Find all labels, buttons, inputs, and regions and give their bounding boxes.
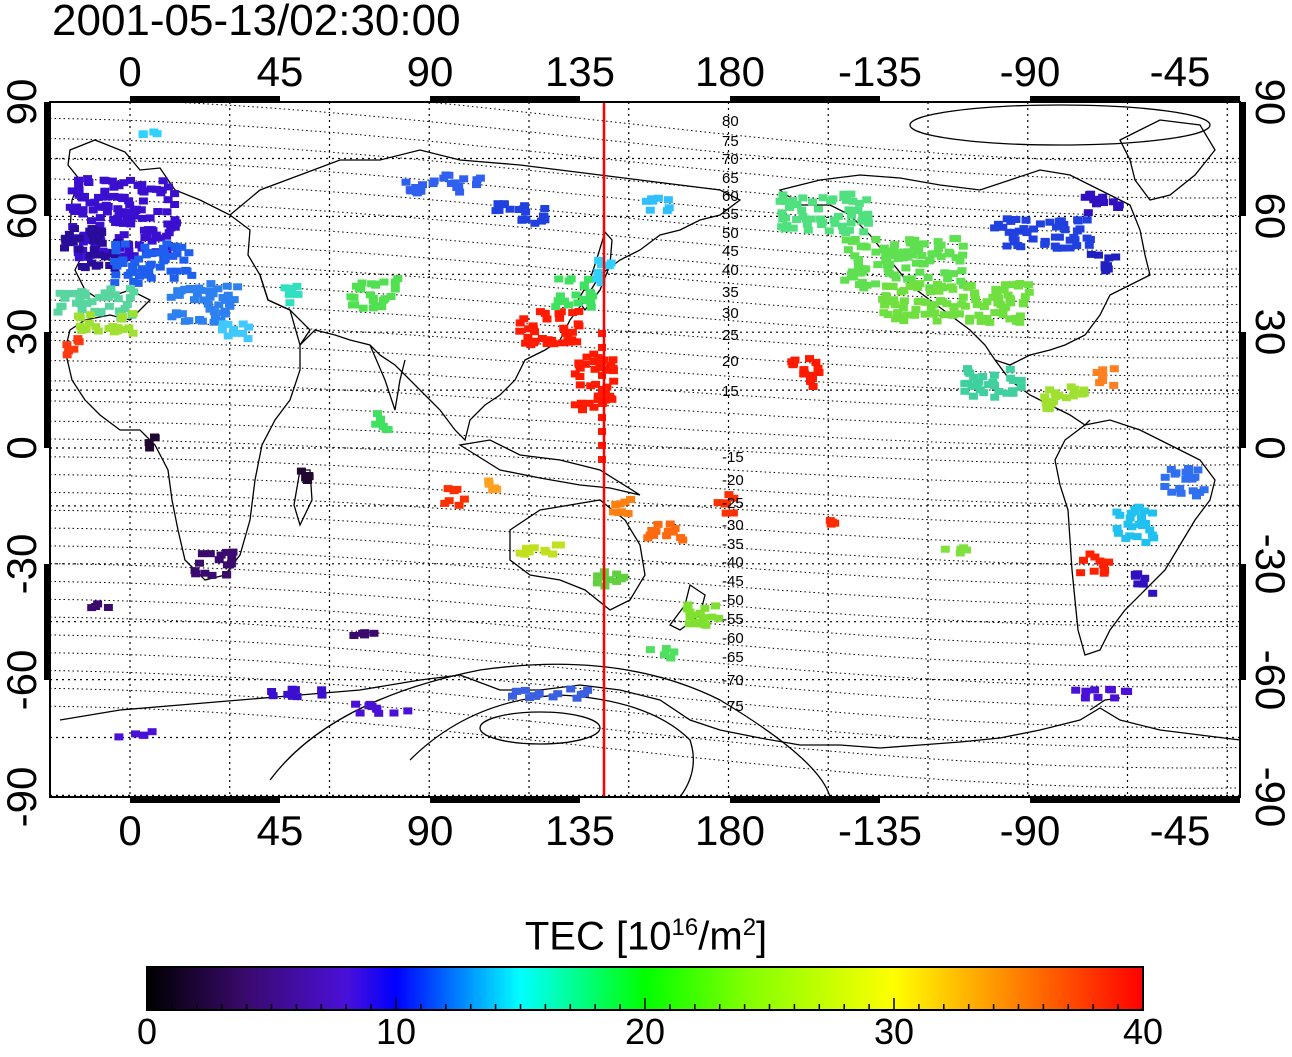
coastline-india: [369, 344, 406, 411]
magnetic-latitude-contours: [50, 102, 1240, 797]
coastline-asia: [229, 149, 742, 442]
top-longitude-tick: 45: [257, 48, 304, 95]
magnetic-latitude-label: -55: [722, 611, 744, 628]
magnetic-latitude-label: 40: [722, 262, 739, 279]
magnetic-latitude-label: -70: [722, 672, 744, 689]
right-latitude-tick: -30: [1247, 534, 1292, 595]
frame-tick-bars: [44, 96, 1246, 803]
page-title: 2001-05-13/02:30:00: [52, 0, 461, 45]
coastline-greenland: [1119, 119, 1216, 201]
left-latitude-tick: 60: [0, 193, 45, 240]
left-latitude-tick: 90: [0, 79, 45, 126]
colorbar-tick-label: 0: [136, 1011, 158, 1052]
bottom-longitude-tick: -90: [1000, 807, 1061, 854]
right-latitude-ticks: 90 60 30 0 -30 -60 -90: [1247, 79, 1292, 828]
coastline-madagascar: [293, 469, 313, 527]
magnetic-latitude-label: 75: [722, 133, 739, 150]
magnetic-latitude-label: -60: [722, 630, 744, 647]
map-frame: [49, 101, 1241, 798]
right-latitude-tick: 90: [1247, 79, 1292, 126]
magnetic-latitude-label: 65: [722, 170, 739, 187]
left-latitude-ticks: 90 60 30 0 -30 -60 -90: [0, 79, 45, 828]
map-grid: [50, 102, 1240, 797]
bottom-longitude-tick: -135: [838, 807, 922, 854]
right-latitude-tick: -90: [1247, 767, 1292, 828]
top-longitude-tick: 90: [407, 48, 454, 95]
coastline-antarctica: [59, 674, 1240, 749]
top-longitude-tick: -135: [838, 48, 922, 95]
colorbar-tick-label: 20: [624, 1011, 666, 1052]
magnetic-latitude-label: -40: [722, 554, 744, 571]
magnetic-latitude-label: 80: [722, 113, 739, 130]
magnetic-latitude-label: 70: [722, 151, 739, 168]
right-latitude-tick: 0: [1247, 436, 1292, 459]
magnetic-latitude-label: 60: [722, 188, 739, 205]
colorbar-tick-label: 30: [873, 1011, 915, 1052]
magnetic-latitude-label: -45: [722, 573, 744, 590]
tec-measurements: [53, 128, 1209, 741]
magnetic-latitude-label: 55: [722, 206, 739, 223]
top-longitude-tick: -90: [1000, 48, 1061, 95]
colorbar-title-main: TEC [10: [524, 914, 672, 959]
magnetic-latitude-label: -15: [722, 449, 744, 466]
coastline-indonesia: [458, 439, 641, 496]
coastline-north-america: [778, 169, 1151, 366]
right-latitude-tick: -60: [1247, 650, 1292, 711]
left-latitude-tick: -90: [0, 767, 45, 828]
coastline-australia: [509, 499, 646, 611]
coastline-south-america: [1054, 419, 1216, 656]
magnetic-latitude-label: 25: [722, 327, 739, 344]
colorbar-tick-label: 10: [375, 1011, 417, 1052]
left-latitude-tick: 30: [0, 309, 45, 356]
magnetic-latitude-label: -50: [722, 592, 744, 609]
top-longitude-tick: 0: [118, 48, 141, 95]
magnetic-latitude-label: -20: [722, 472, 744, 489]
magnetic-latitude-label: 50: [722, 225, 739, 242]
right-latitude-tick: 30: [1247, 309, 1292, 356]
bottom-longitude-tick: -45: [1150, 807, 1211, 854]
magnetic-latitude-label: -75: [722, 698, 744, 715]
left-latitude-tick: -60: [0, 650, 45, 711]
tec-map: 8075706560555045403530252015-15-20-25-30…: [0, 48, 1292, 854]
left-latitude-tick: -30: [0, 534, 45, 595]
bottom-longitude-tick: 45: [257, 807, 304, 854]
magnetic-latitude-label: 30: [722, 305, 739, 322]
colorbar-title-end: ]: [756, 914, 768, 959]
right-latitude-tick: 60: [1247, 193, 1292, 240]
bottom-longitude-tick: 180: [695, 807, 765, 854]
left-latitude-tick: 0: [0, 436, 45, 459]
magnetic-latitude-label: -65: [722, 649, 744, 666]
magnetic-latitude-label: 20: [722, 353, 739, 370]
bottom-longitude-ticks: 0 45 90 135 180 -135 -90 -45: [118, 807, 1210, 854]
colorbar-title-unit-exponent: 2: [742, 914, 757, 941]
magnetic-latitude-label: 35: [722, 284, 739, 301]
colorbar-title-exponent: 16: [671, 914, 699, 941]
magnetic-latitude-label: 45: [722, 243, 739, 260]
magnetic-latitude-label: -25: [722, 495, 744, 512]
bottom-longitude-tick: 135: [545, 807, 615, 854]
colorbar-ticks: [146, 998, 1144, 1010]
top-longitude-ticks: 0 45 90 135 180 -135 -90 -45: [118, 48, 1210, 95]
top-longitude-tick: -45: [1150, 48, 1211, 95]
magnetic-latitude-label: 15: [722, 383, 739, 400]
colorbar-tick-label: 40: [1122, 1011, 1164, 1052]
top-longitude-tick: 180: [695, 48, 765, 95]
magnetic-latitude-label: -35: [722, 536, 744, 553]
coastlines: [59, 119, 1240, 749]
bottom-longitude-tick: 90: [407, 807, 454, 854]
colorbar-title-unit: /m: [698, 914, 743, 959]
bottom-longitude-tick: 0: [118, 807, 141, 854]
top-longitude-tick: 135: [545, 48, 615, 95]
colorbar-title: TEC [1016/m2]: [0, 905, 1292, 959]
magnetic-latitude-label: -30: [722, 517, 744, 534]
colorbar: [146, 966, 1144, 1011]
